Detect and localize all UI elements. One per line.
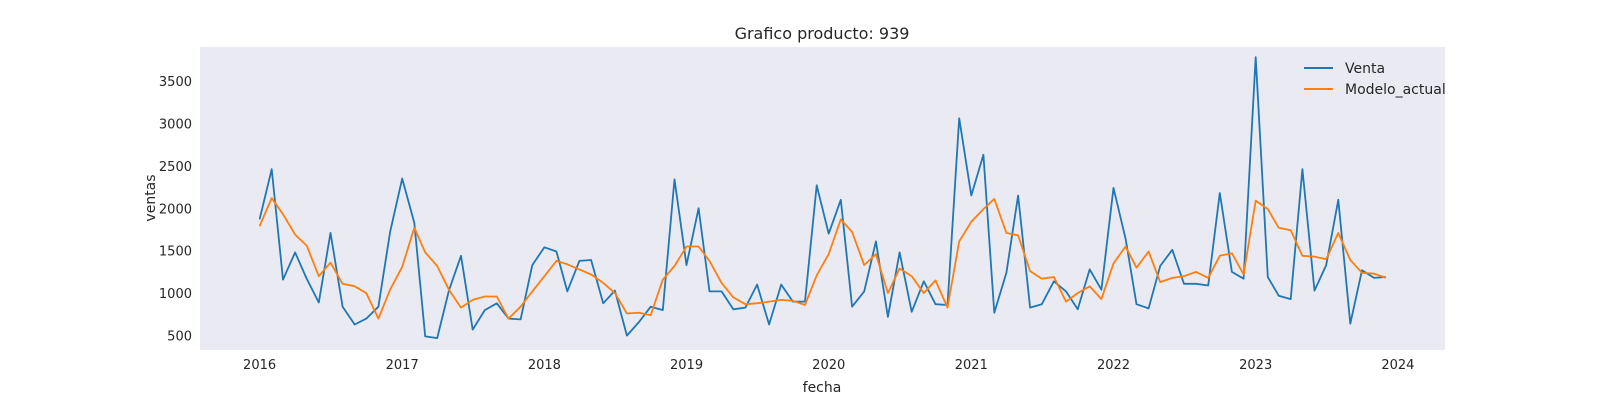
x-tick-label: 2017 (386, 358, 419, 373)
y-tick-label: 1000 (159, 287, 192, 302)
x-tick-label: 2018 (528, 358, 561, 373)
x-axis-label: fecha (803, 380, 842, 396)
y-tick-label: 2000 (159, 202, 192, 217)
y-tick-label: 3500 (159, 75, 192, 90)
legend-label: Venta (1345, 61, 1385, 77)
legend-label: Modelo_actual (1345, 82, 1446, 98)
x-tick-label: 2016 (243, 358, 276, 373)
y-tick-label: 3000 (159, 117, 192, 132)
y-axis: 500 1000 1500 2000 2500 3000 3500 (159, 75, 192, 345)
x-axis: 2016 2017 2018 2019 2020 2021 2022 2023 2024 (243, 358, 1414, 373)
y-tick-label: 1500 (159, 245, 192, 260)
x-tick-label: 2023 (1239, 358, 1272, 373)
chart-title: Grafico producto: 939 (735, 24, 910, 43)
legend: Venta Modelo_actual (1304, 61, 1446, 98)
series-line-venta (258, 56, 1386, 340)
x-tick-label: 2022 (1097, 358, 1130, 373)
x-tick-label: 2019 (670, 358, 703, 373)
x-tick-label: 2021 (955, 358, 988, 373)
y-axis-label: ventas (143, 174, 159, 221)
x-tick-label: 2024 (1381, 358, 1414, 373)
x-tick-label: 2020 (812, 358, 845, 373)
series-layer (258, 56, 1387, 340)
series-line-modelo-actual (258, 197, 1387, 320)
y-tick-label: 500 (167, 330, 192, 345)
y-tick-label: 2500 (159, 160, 192, 175)
